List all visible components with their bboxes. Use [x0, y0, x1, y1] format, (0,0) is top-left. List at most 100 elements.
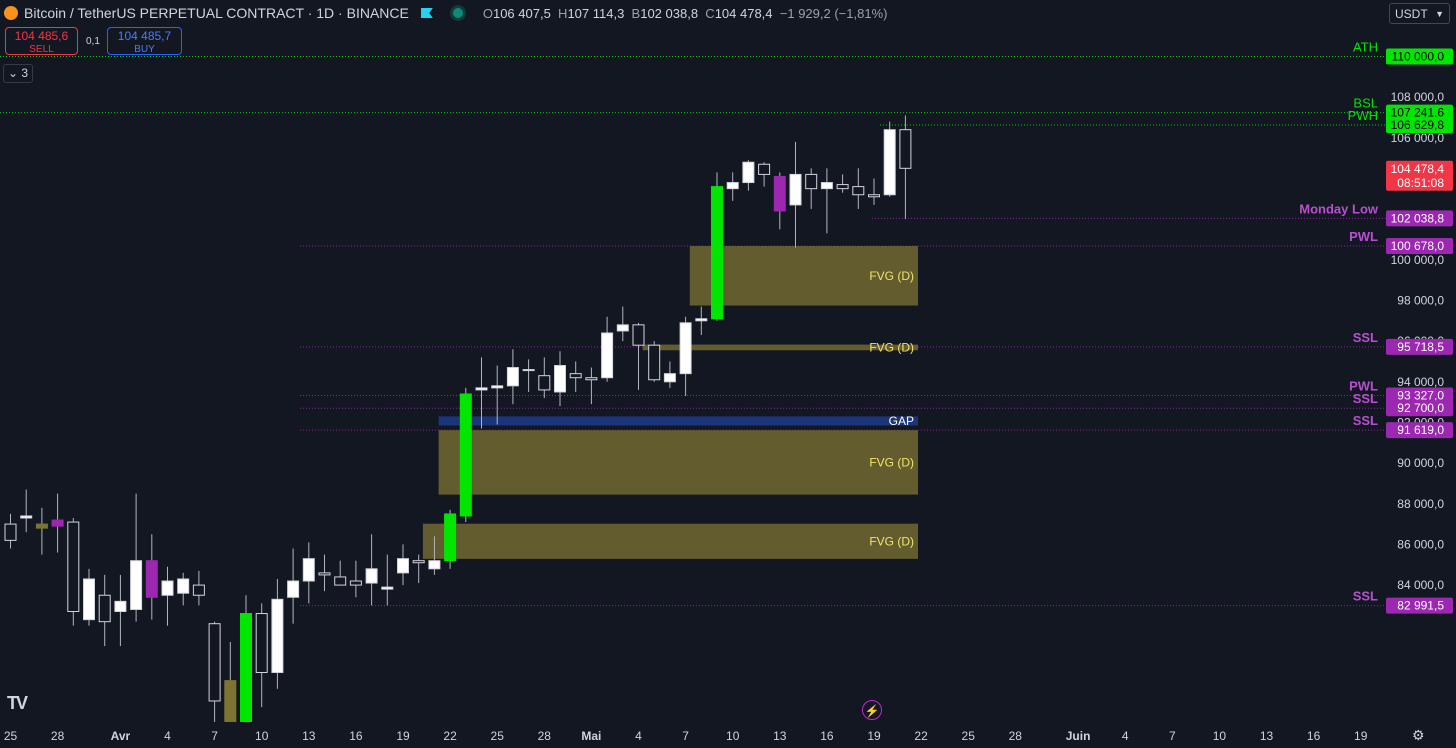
gap-zone	[438, 416, 918, 426]
level-label: SSL	[1353, 391, 1378, 406]
level-price-tag	[1386, 422, 1453, 439]
candles	[4, 115, 912, 748]
market-open-icon	[452, 8, 463, 18]
level-label: BSL	[1353, 96, 1378, 111]
candle	[334, 576, 347, 586]
time-tick-label: 16	[820, 729, 834, 743]
price-tick-label: 84 000,0	[1397, 578, 1444, 592]
level-label: PWL	[1349, 229, 1378, 244]
currency-select[interactable]: USDT ▼	[1389, 3, 1450, 24]
price-tick-label: 86 000,0	[1397, 537, 1444, 551]
time-tick-label: 4	[164, 729, 171, 743]
sell-button[interactable]: 104 485,6 SELL	[5, 27, 78, 55]
time-tick-label: 19	[867, 729, 881, 743]
time-tick-label: 10	[726, 729, 740, 743]
time-tick-label: 13	[1260, 729, 1274, 743]
change-readout: −1 929,2 (−1,81%)	[779, 5, 888, 21]
candle	[899, 129, 912, 169]
buy-button[interactable]: 104 485,7 BUY	[107, 27, 182, 55]
flag-icon[interactable]	[420, 8, 433, 18]
candle	[20, 515, 33, 519]
candle	[648, 344, 661, 381]
level-price-text: 92 700,0	[1397, 401, 1444, 415]
candle	[83, 578, 95, 621]
zone-label: FVG (D)	[869, 340, 914, 354]
candle	[820, 182, 833, 190]
candle	[349, 580, 362, 586]
countdown-text: 08:51:08	[1397, 176, 1444, 190]
candle	[538, 375, 551, 391]
candle	[852, 186, 865, 196]
level-price-tag	[1386, 238, 1453, 255]
candle	[506, 367, 519, 387]
bitcoin-icon	[4, 6, 18, 20]
candle	[114, 600, 127, 613]
gear-icon[interactable]: ⚙	[1412, 727, 1425, 743]
price-tick-label: 90 000,0	[1397, 456, 1444, 470]
symbol-title[interactable]: Bitcoin / TetherUS PERPETUAL CONTRACT · …	[24, 5, 409, 21]
time-tick-label: 28	[538, 729, 552, 743]
candle	[428, 560, 441, 570]
candle	[51, 519, 64, 527]
time-axis-bg[interactable]	[0, 722, 1456, 748]
candle	[318, 572, 331, 576]
price-tick-label: 98 000,0	[1397, 293, 1444, 307]
level-price-text: 91 619,0	[1397, 423, 1444, 437]
candle	[663, 373, 676, 383]
candle	[98, 594, 111, 623]
time-tick-label: 10	[1213, 729, 1227, 743]
candle	[805, 173, 818, 190]
candle	[145, 560, 158, 598]
level-price-text: 95 718,5	[1397, 340, 1444, 354]
candle	[883, 129, 896, 196]
chart-header: Bitcoin / TetherUS PERPETUAL CONTRACT · …	[4, 4, 887, 22]
candle	[726, 182, 739, 190]
indicators-toggle[interactable]: ⌄ 3	[3, 64, 33, 83]
candle	[459, 393, 472, 517]
zones: FVG (D) FVG (D) GAP FVG (D) FVG (D)	[422, 246, 918, 559]
time-tick-label: 10	[255, 729, 269, 743]
candle	[632, 324, 645, 346]
time-tick-label: 28	[1009, 729, 1023, 743]
level-label: SSL	[1353, 589, 1378, 604]
candle	[773, 175, 786, 212]
candle	[836, 184, 849, 190]
time-tick-label: 7	[682, 729, 689, 743]
time-tick-label: 4	[635, 729, 642, 743]
level-label: ATH	[1353, 40, 1378, 55]
candle	[742, 161, 755, 184]
lightning-icon[interactable]: ⚡	[862, 700, 882, 720]
candle	[255, 613, 268, 673]
candle	[679, 322, 692, 375]
candle	[868, 194, 880, 198]
fvg-zone	[422, 523, 918, 559]
candle	[412, 560, 425, 564]
level-label: Monday Low	[1299, 201, 1379, 216]
price-tick-label: 94 000,0	[1397, 375, 1444, 389]
zone-label: FVG (D)	[869, 269, 914, 283]
candle	[35, 523, 48, 529]
level-price-text: 110 000,0	[1392, 50, 1445, 64]
level-price-tag	[1386, 117, 1453, 134]
candle	[365, 568, 378, 584]
current-price-tag	[1386, 160, 1453, 191]
candle	[287, 580, 300, 598]
level-label: SSL	[1353, 413, 1378, 428]
candle	[67, 521, 80, 613]
price-tick-label: 108 000,0	[1391, 90, 1445, 104]
candle	[4, 523, 17, 541]
candle	[554, 365, 566, 393]
time-tick-label: 22	[443, 729, 457, 743]
level-price-tag	[1386, 597, 1453, 614]
chevron-down-icon: ▼	[1435, 9, 1444, 19]
time-tick-label: 7	[1169, 729, 1176, 743]
candle	[491, 385, 504, 389]
price-tick-label: 100 000,0	[1391, 253, 1445, 267]
tradingview-logo[interactable]: TV	[7, 693, 28, 713]
level-price-text: 82 991,5	[1397, 599, 1444, 613]
candle	[192, 584, 205, 596]
candle	[601, 332, 614, 379]
